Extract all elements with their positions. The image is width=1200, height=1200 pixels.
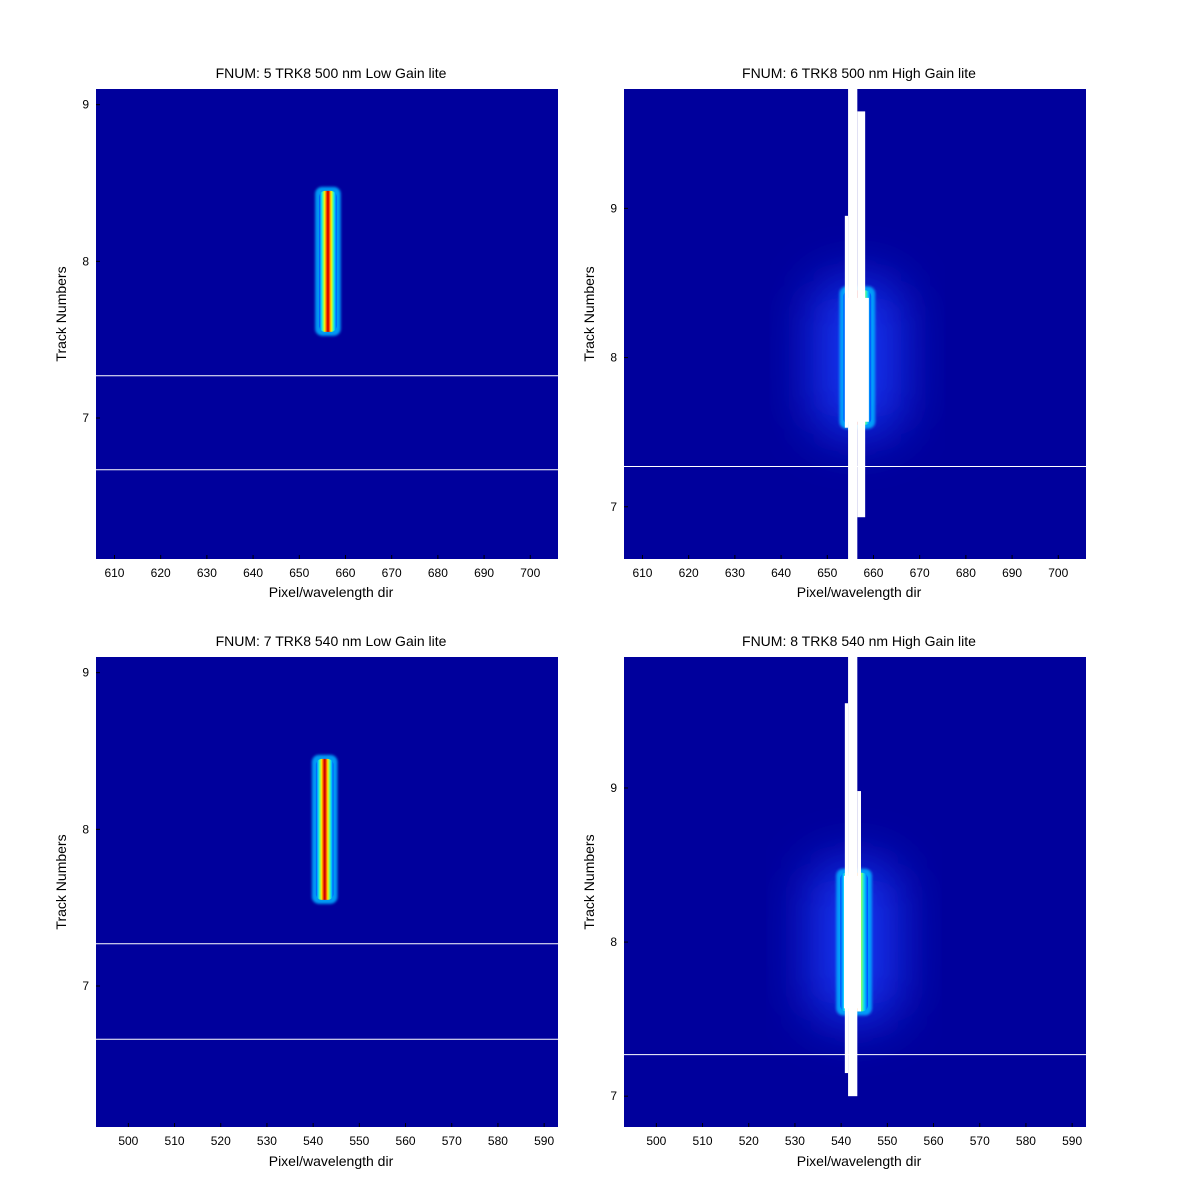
panel-3-ytick-label: 9 — [82, 666, 89, 680]
panel-3-ytick-label: 8 — [82, 822, 89, 836]
panel-1-x-ticks: 610 620 630 640 650 660 670 680 690 700 — [104, 555, 541, 580]
panel-3-xtick-label: 520 — [211, 1134, 231, 1148]
panel-3-xtick-label: 590 — [534, 1134, 554, 1148]
panel-4-xlabel: Pixel/wavelength dir — [797, 1153, 922, 1169]
panel-3-xtick-label: 560 — [396, 1134, 416, 1148]
panel-4-xtick-label: 580 — [1016, 1134, 1036, 1148]
panel-4: FNUM: 8 TRK8 540 nm High Gain lite 500 51… — [581, 633, 1086, 1169]
panel-3-ytick-label: 7 — [82, 979, 89, 993]
panel-4-xtick-label: 520 — [739, 1134, 759, 1148]
panel-2-xtick-label: 680 — [956, 566, 976, 580]
panel-3-ylabel: Track Numbers — [53, 834, 69, 929]
panel-4-y-ticks: 7 8 9 — [610, 781, 628, 1103]
panel-4-ytick-label: 9 — [610, 781, 617, 795]
panel-2-xtick-label: 620 — [679, 566, 699, 580]
panel-1-title: FNUM: 5 TRK8 500 nm Low Gain lite — [216, 65, 447, 81]
panel-4-plot-area — [624, 657, 1086, 1127]
panel-2-xtick-label: 660 — [863, 566, 883, 580]
panel-2-y-ticks: 7 8 9 — [610, 201, 628, 514]
panel-3-x-ticks: 500 510 520 530 540 550 560 570 580 590 — [118, 1123, 554, 1148]
panel-1-ylabel: Track Numbers — [53, 266, 69, 361]
panel-2-ytick-label: 8 — [610, 351, 617, 365]
panel-3-y-ticks: 7 8 9 — [82, 666, 100, 993]
panel-1-xtick-label: 680 — [428, 566, 448, 580]
panel-3-xtick-label: 550 — [349, 1134, 369, 1148]
panel-3-xlabel: Pixel/wavelength dir — [269, 1153, 394, 1169]
panel-4-xtick-label: 590 — [1062, 1134, 1082, 1148]
panel-3-feature — [315, 758, 334, 900]
panel-4-x-ticks: 500 510 520 530 540 550 560 570 580 590 — [646, 1123, 1082, 1148]
panel-2-ylabel: Track Numbers — [581, 266, 597, 361]
panel-1-xtick-label: 630 — [197, 566, 217, 580]
panel-2-xtick-label: 690 — [1002, 566, 1022, 580]
panel-1-xtick-label: 640 — [243, 566, 263, 580]
panel-4-xtick-label: 540 — [831, 1134, 851, 1148]
panel-2-xtick-label: 610 — [632, 566, 652, 580]
panel-3: FNUM: 7 TRK8 540 nm Low Gain lite 500 510… — [53, 633, 558, 1169]
panel-4-ylabel: Track Numbers — [581, 834, 597, 929]
panel-3-plot-area — [96, 657, 558, 1127]
panel-1-xtick-label: 650 — [289, 566, 309, 580]
panel-4-xtick-label: 550 — [877, 1134, 897, 1148]
panel-4-title: FNUM: 8 TRK8 540 nm High Gain lite — [742, 633, 976, 649]
panel-4-saturated-region — [843, 875, 859, 1009]
panel-1-feature — [319, 190, 337, 332]
panel-1-xlabel: Pixel/wavelength dir — [269, 584, 394, 600]
panel-3-title: FNUM: 7 TRK8 540 nm Low Gain lite — [216, 633, 447, 649]
panel-1-ytick-label: 7 — [82, 411, 89, 425]
panel-4-xtick-label: 560 — [924, 1134, 944, 1148]
panel-2-xtick-label: 650 — [817, 566, 837, 580]
panel-4-ytick-label: 8 — [610, 935, 617, 949]
panel-4-xtick-label: 500 — [646, 1134, 666, 1148]
panel-1-xtick-label: 700 — [520, 566, 540, 580]
panel-3-xtick-label: 580 — [488, 1134, 508, 1148]
panel-2-xtick-label: 630 — [725, 566, 745, 580]
panel-3-xtick-label: 540 — [303, 1134, 323, 1148]
panel-2-xlabel: Pixel/wavelength dir — [797, 584, 922, 600]
panel-3-xtick-label: 500 — [118, 1134, 138, 1148]
panel-4-xtick-label: 510 — [693, 1134, 713, 1148]
panel-2: FNUM: 6 TRK8 500 nm High Gain lite 610 62… — [581, 65, 1086, 600]
panel-1-xtick-label: 670 — [382, 566, 402, 580]
panel-4-ytick-label: 7 — [610, 1089, 617, 1103]
panel-2-ytick-label: 9 — [610, 201, 617, 215]
panel-2-x-ticks: 610 620 630 640 650 660 670 680 690 700 — [632, 555, 1069, 580]
panel-1-ytick-label: 9 — [82, 98, 89, 112]
panel-1-xtick-label: 620 — [151, 566, 171, 580]
panel-1-xtick-label: 690 — [474, 566, 494, 580]
panel-1-ytick-label: 8 — [82, 254, 89, 268]
panel-3-xtick-label: 510 — [165, 1134, 185, 1148]
panel-3-xtick-label: 530 — [257, 1134, 277, 1148]
panel-2-plot-area — [624, 89, 1086, 559]
panel-1-y-ticks: 7 8 9 — [82, 98, 100, 425]
panel-2-ytick-label: 7 — [610, 500, 617, 514]
panel-1-xtick-label: 660 — [335, 566, 355, 580]
panel-4-xtick-label: 530 — [785, 1134, 805, 1148]
panel-4-xtick-label: 570 — [970, 1134, 990, 1148]
panel-4-saturated-region — [857, 791, 862, 1012]
panel-2-xtick-label: 670 — [910, 566, 930, 580]
panel-2-xtick-label: 700 — [1048, 566, 1068, 580]
panel-2-xtick-label: 640 — [771, 566, 791, 580]
panel-1-xtick-label: 610 — [104, 566, 124, 580]
panel-1-plot-area — [96, 89, 558, 559]
panel-2-saturated-region — [848, 297, 869, 422]
panel-3-xtick-label: 570 — [442, 1134, 462, 1148]
panel-2-saturated-region — [844, 215, 849, 428]
panel-1: FNUM: 5 TRK8 500 nm Low Gain lite 610 620… — [53, 65, 558, 600]
panel-2-title: FNUM: 6 TRK8 500 nm High Gain lite — [742, 65, 976, 81]
